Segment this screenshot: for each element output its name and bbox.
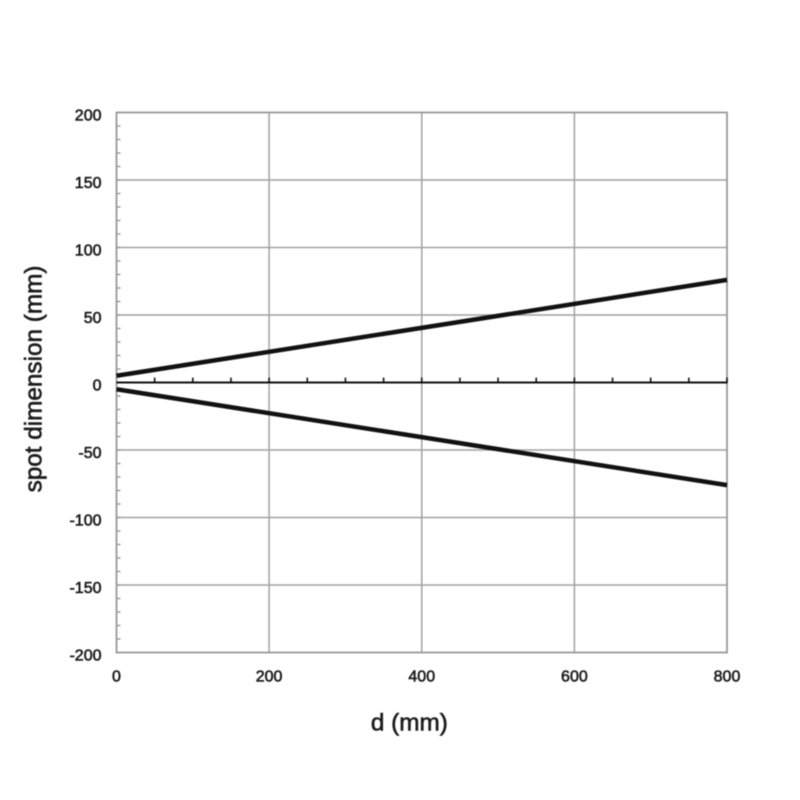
svg-text:spot dimension (mm): spot dimension (mm) — [20, 266, 47, 493]
svg-text:-150: -150 — [69, 580, 101, 597]
svg-text:0: 0 — [93, 378, 102, 395]
svg-text:50: 50 — [84, 310, 102, 327]
svg-text:-100: -100 — [69, 513, 101, 530]
svg-text:200: 200 — [256, 669, 283, 686]
svg-text:400: 400 — [408, 669, 435, 686]
svg-text:-200: -200 — [69, 648, 101, 665]
svg-text:600: 600 — [561, 669, 588, 686]
svg-text:150: 150 — [75, 175, 102, 192]
svg-text:800: 800 — [714, 669, 741, 686]
svg-text:d (mm): d (mm) — [371, 710, 448, 737]
svg-text:100: 100 — [75, 243, 102, 260]
svg-text:200: 200 — [75, 108, 102, 125]
svg-text:0: 0 — [112, 669, 121, 686]
svg-text:-50: -50 — [78, 445, 101, 462]
